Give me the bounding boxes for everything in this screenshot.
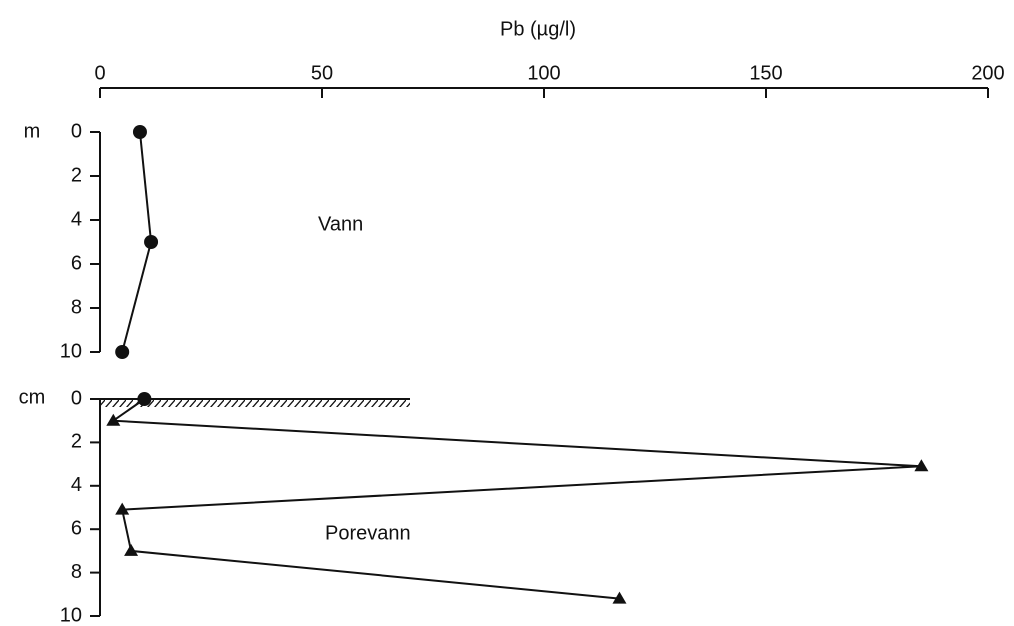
- circle-marker: [132, 125, 147, 139]
- y-tick-label: 2: [71, 164, 82, 186]
- series-label: Vann: [318, 213, 363, 235]
- x-tick-label: 0: [94, 62, 105, 84]
- y2-tick-label: 10: [60, 604, 82, 626]
- y2-tick-label: 8: [71, 561, 82, 583]
- series-label: Porevann: [325, 522, 411, 544]
- y-axis-unit: m: [24, 120, 41, 142]
- y2-tick-label: 4: [71, 474, 82, 496]
- x-tick-label: 50: [311, 62, 333, 84]
- circle-marker: [144, 235, 159, 249]
- y-tick-label: 0: [71, 120, 82, 142]
- x-tick-label: 100: [527, 62, 560, 84]
- triangle-marker: [115, 502, 130, 515]
- y2-tick-label: 2: [71, 431, 82, 453]
- triangle-marker: [914, 459, 929, 472]
- x-tick-label: 150: [749, 62, 782, 84]
- y2-tick-label: 0: [71, 387, 82, 409]
- y2-tick-label: 6: [71, 517, 82, 539]
- triangle-marker: [106, 413, 121, 426]
- y2-axis-unit: cm: [19, 386, 46, 408]
- x-tick-label: 200: [971, 62, 1004, 84]
- y-tick-label: 10: [60, 340, 82, 362]
- y-tick-label: 6: [71, 252, 82, 274]
- triangle-marker: [124, 543, 139, 556]
- sediment-hatch: [100, 399, 410, 407]
- x-axis-title: Pb (µg/l): [500, 18, 576, 40]
- series-line: [110, 398, 922, 600]
- y-tick-label: 8: [71, 296, 82, 318]
- y-tick-label: 4: [71, 208, 82, 230]
- circle-marker: [137, 392, 152, 406]
- circle-marker: [115, 345, 130, 359]
- triangle-marker: [612, 591, 627, 604]
